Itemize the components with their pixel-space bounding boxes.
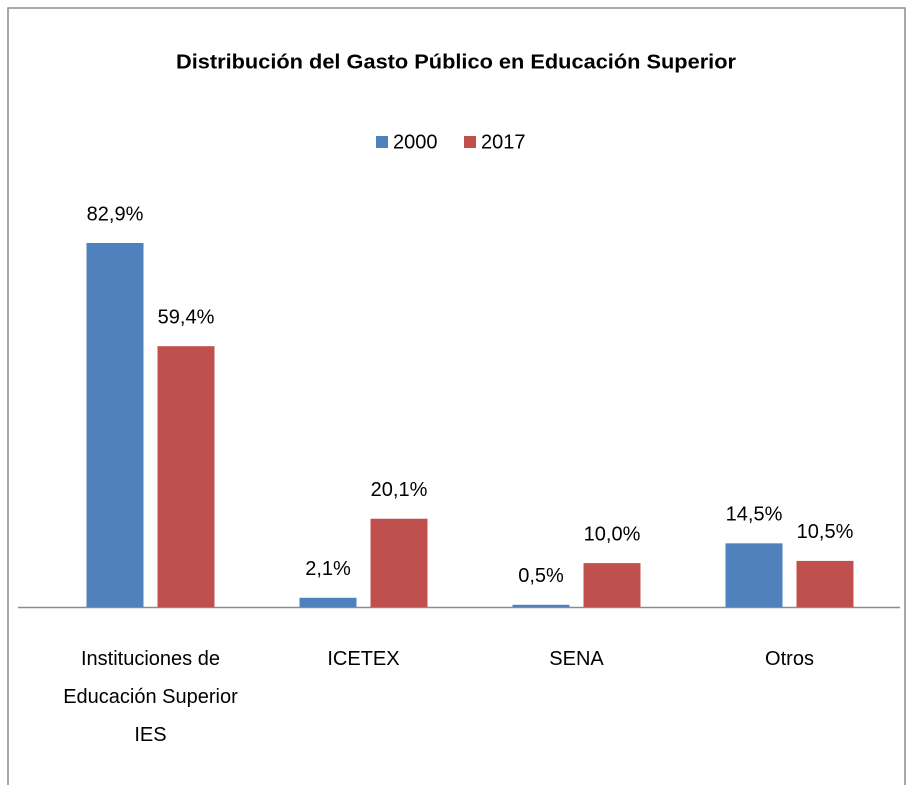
data-label: 0,5% (518, 565, 564, 587)
bar (725, 543, 783, 607)
data-label: 82,9% (87, 203, 144, 225)
legend-label: 2017 (481, 131, 526, 153)
legend-swatch (376, 136, 388, 148)
bar (370, 518, 428, 607)
data-label: 10,0% (584, 523, 641, 545)
data-label: 2,1% (305, 558, 351, 580)
bar (299, 597, 357, 607)
x-tick-label: Otros (765, 648, 814, 670)
legend-swatch (464, 136, 476, 148)
data-label: 59,4% (158, 306, 215, 328)
bar (796, 560, 854, 607)
bar (157, 346, 215, 607)
x-tick-label: Instituciones de Educación Superior IES (63, 648, 238, 746)
x-tick-label: SENA (549, 648, 604, 670)
legend-label: 2000 (393, 131, 438, 153)
bar (512, 604, 570, 607)
data-label: 20,1% (371, 479, 428, 501)
x-tick-label: ICETEX (327, 648, 399, 670)
bar (583, 563, 641, 607)
bar (86, 243, 144, 607)
data-label: 10,5% (797, 521, 854, 543)
data-label: 14,5% (726, 504, 783, 526)
chart-title: Distribución del Gasto Público en Educac… (176, 51, 736, 73)
